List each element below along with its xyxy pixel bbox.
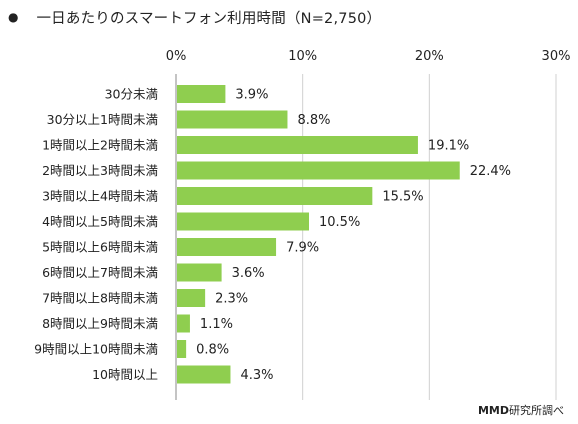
bar [177,289,206,307]
x-tick-label: 20% [415,49,444,64]
bar [177,85,226,103]
source-suffix: 研究所調べ [509,404,564,417]
category-label: 3時間以上4時間未満 [42,189,158,204]
chart-title-row: ● 一日あたりのスマートフォン利用時間（N=2,750） [8,6,381,28]
bar [177,212,309,231]
bar [177,263,222,282]
bar [177,110,288,129]
value-label: 15.5% [382,190,423,205]
value-label: 7.9% [286,241,319,256]
bar-layer [177,85,460,384]
value-label: 19.1% [428,139,469,154]
x-tick-label: 10% [288,49,317,64]
category-label: 1時間以上2時間未満 [42,138,158,153]
value-label: 22.4% [470,164,511,179]
value-label: 0.8% [196,343,229,358]
value-label: 4.3% [240,368,273,383]
category-label: 9時間以上10時間未満 [34,342,158,357]
value-label: 2.3% [215,292,248,307]
category-label: 6時間以上7時間未満 [42,265,158,280]
grid-layer [175,74,557,400]
x-tick-label: 0% [166,49,187,64]
value-label: 10.5% [319,215,360,230]
value-label: 3.6% [232,266,265,281]
category-label: 4時間以上5時間未満 [42,214,158,229]
chart-title: 一日あたりのスマートフォン利用時間（N=2,750） [36,10,382,27]
value-label: 8.8% [297,113,330,128]
bar [177,136,418,154]
source-credit: MMD研究所調べ [478,402,564,418]
category-label: 30分未満 [105,87,158,102]
bar [177,187,373,205]
category-label: 30分以上1時間未満 [47,112,158,127]
bar [177,365,231,384]
label-layer: 0% 10% 20% 30% 30分未満 3.9% 30分以上1時間未満 8.8% 1時間以上2… [34,49,570,383]
bar [177,314,190,333]
value-label: 3.9% [235,88,268,103]
x-tick-label: 30% [542,49,571,64]
category-label: 5時間以上6時間未満 [42,240,158,255]
category-label: 10時間以上 [92,367,158,382]
value-label: 1.1% [200,317,233,332]
bar [177,340,187,358]
title-bullet-icon: ● [8,10,19,24]
category-label: 2時間以上3時間未満 [42,163,158,178]
bar [177,161,460,180]
category-label: 8時間以上9時間未満 [42,316,158,331]
bar [177,238,277,256]
source-brand: MMD [477,404,509,417]
category-label: 7時間以上8時間未満 [42,291,158,306]
